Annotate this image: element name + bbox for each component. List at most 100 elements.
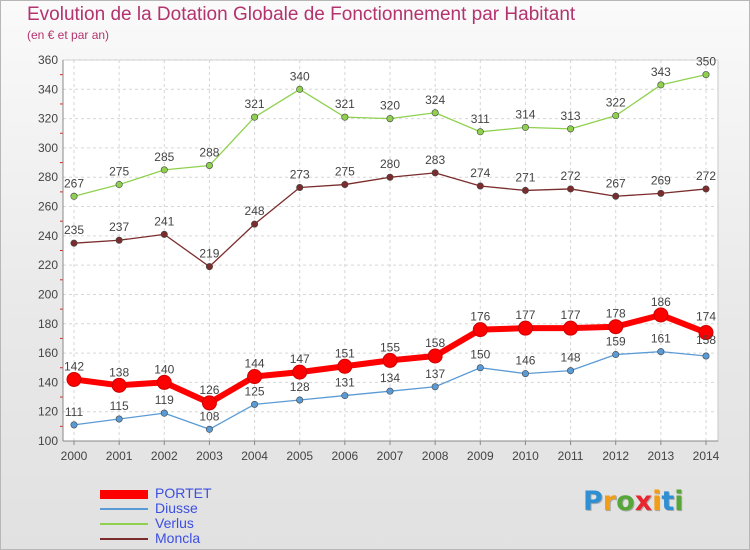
logo-letter: o — [616, 486, 635, 517]
logo-letter: x — [634, 486, 653, 517]
x-tick-label: 2011 — [558, 449, 584, 463]
data-point-diusse — [341, 392, 349, 400]
data-point-diusse — [70, 421, 78, 429]
legend-label: PORTET — [155, 485, 212, 501]
proxiti-logo: Proxiti — [583, 486, 684, 517]
data-label: 350 — [696, 55, 716, 69]
data-label: 159 — [606, 335, 626, 349]
data-label: 271 — [515, 170, 535, 184]
data-point-diusse — [205, 425, 213, 433]
data-point-portet — [247, 369, 263, 385]
data-point-portet — [201, 395, 217, 411]
y-tick-label: 340 — [38, 82, 58, 96]
data-point-moncla — [476, 182, 484, 190]
x-tick-label: 2014 — [693, 449, 720, 463]
data-point-diusse — [612, 351, 620, 359]
y-tick-label: 240 — [38, 229, 58, 243]
data-label: 340 — [290, 69, 310, 83]
data-label: 174 — [696, 310, 716, 324]
data-label: 119 — [155, 393, 174, 407]
data-point-moncla — [115, 236, 123, 244]
x-tick-label: 2003 — [196, 449, 223, 463]
data-label: 147 — [290, 352, 310, 366]
x-tick-label: 2013 — [648, 449, 675, 463]
data-point-portet — [472, 322, 488, 338]
data-label: 115 — [110, 399, 129, 413]
data-label: 126 — [199, 383, 219, 397]
data-point-moncla — [521, 186, 529, 194]
data-point-moncla — [386, 173, 394, 181]
x-tick-label: 2001 — [106, 449, 133, 463]
x-tick-label: 2000 — [61, 449, 88, 463]
data-point-moncla — [160, 230, 168, 238]
data-label: 111 — [65, 405, 84, 419]
data-label: 125 — [245, 384, 265, 398]
data-label: 322 — [606, 96, 626, 110]
data-label: 248 — [245, 204, 265, 218]
y-tick-label: 140 — [38, 375, 58, 389]
data-point-diusse — [657, 348, 665, 356]
data-label: 186 — [651, 295, 671, 309]
data-point-verlus — [657, 81, 665, 89]
x-tick-label: 2009 — [467, 449, 494, 463]
x-tick-label: 2010 — [512, 449, 539, 463]
data-label: 150 — [470, 348, 490, 362]
logo-letter: P — [583, 486, 603, 517]
data-point-portet — [653, 307, 669, 323]
data-point-verlus — [296, 85, 304, 93]
data-point-diusse — [521, 370, 529, 378]
data-label: 311 — [471, 112, 490, 126]
data-point-diusse — [251, 400, 259, 408]
data-label: 321 — [335, 97, 355, 111]
data-point-portet — [563, 320, 579, 336]
data-point-verlus — [205, 162, 213, 170]
data-label: 176 — [470, 310, 490, 324]
data-point-verlus — [70, 192, 78, 200]
legend-swatch — [100, 508, 148, 510]
data-label: 148 — [561, 351, 581, 365]
data-label: 134 — [380, 371, 400, 385]
data-label: 131 — [335, 376, 355, 390]
data-label: 140 — [154, 362, 174, 376]
data-point-portet — [156, 374, 172, 390]
data-label: 108 — [199, 409, 219, 423]
data-label: 235 — [64, 223, 84, 237]
data-point-diusse — [115, 415, 123, 423]
data-label: 320 — [380, 99, 400, 113]
data-label: 274 — [470, 166, 490, 180]
data-point-verlus — [341, 113, 349, 121]
data-point-portet — [292, 364, 308, 380]
data-label: 288 — [199, 146, 219, 160]
plot-area — [62, 59, 719, 442]
data-point-moncla — [702, 185, 710, 193]
data-point-verlus — [386, 115, 394, 123]
data-point-diusse — [160, 409, 168, 417]
logo-letter: r — [602, 486, 617, 517]
data-point-diusse — [296, 396, 304, 404]
data-point-portet — [337, 358, 353, 374]
x-tick-label: 2006 — [332, 449, 359, 463]
data-point-verlus — [567, 125, 575, 133]
legend-swatch — [100, 489, 148, 499]
logo-letter: t — [661, 486, 675, 517]
data-label: 269 — [651, 173, 671, 187]
x-tick-label: 2012 — [602, 449, 629, 463]
data-label: 142 — [64, 359, 84, 373]
data-label: 314 — [515, 107, 535, 121]
y-tick-label: 100 — [38, 434, 58, 448]
data-label: 275 — [335, 165, 355, 179]
x-tick-label: 2008 — [422, 449, 449, 463]
data-label: 273 — [290, 167, 310, 181]
data-label: 343 — [651, 65, 671, 79]
data-label: 158 — [425, 336, 445, 350]
y-tick-label: 220 — [38, 258, 58, 272]
x-tick-label: 2002 — [151, 449, 178, 463]
data-label: 272 — [561, 169, 581, 183]
y-tick-label: 260 — [38, 200, 58, 214]
data-label: 178 — [606, 307, 626, 321]
x-tick-label: 2004 — [241, 449, 268, 463]
legend-label: Diusse — [155, 500, 198, 516]
data-point-diusse — [386, 387, 394, 395]
data-point-moncla — [296, 183, 304, 191]
